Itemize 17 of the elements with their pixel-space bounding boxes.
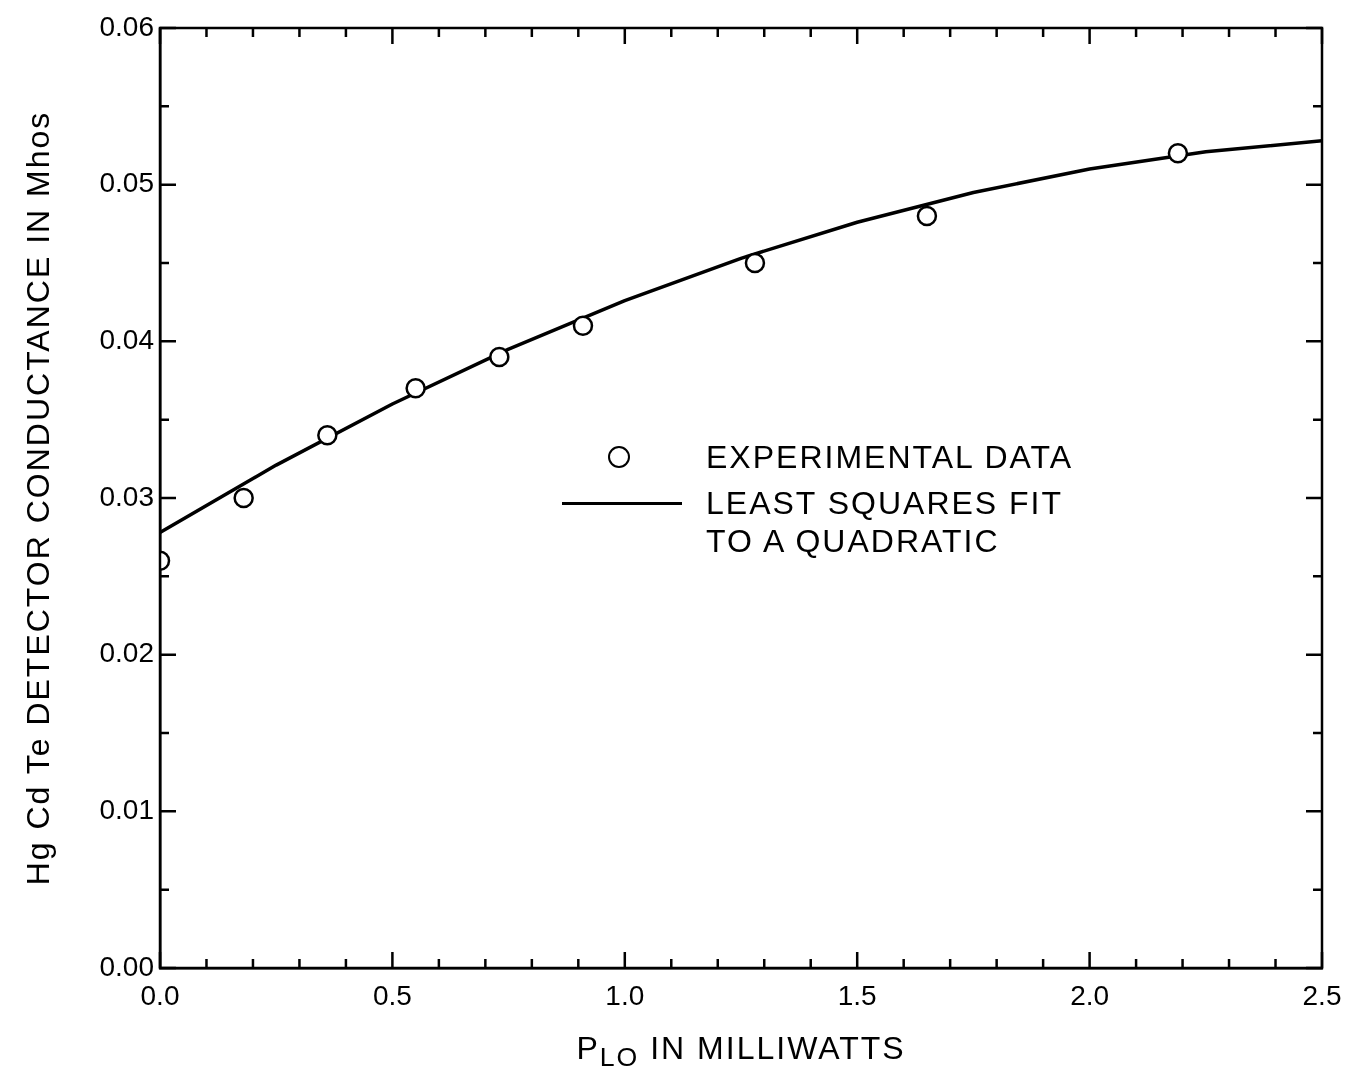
x-tick-label: 0.0 (140, 979, 180, 1011)
y-tick-label: 0.03 (99, 480, 154, 512)
y-axis-title: Hg Cd Te DETECTOR CONDUCTANCE IN Mhos (19, 109, 57, 888)
y-tick-label: 0.04 (99, 324, 154, 356)
y-tick-label: 0.02 (99, 637, 154, 669)
x-axis-title: P$_{LO}$ IN MILLIWATTS (575, 1030, 907, 1074)
x-tick-label: 2.0 (1070, 979, 1110, 1011)
x-tick-label: 1.5 (837, 979, 877, 1011)
legend-label: EXPERIMENTAL DATA (706, 438, 1075, 476)
y-tick-label: 0.05 (99, 167, 154, 199)
x-tick-label: 0.5 (372, 979, 412, 1011)
y-tick-label: 0.01 (99, 794, 154, 826)
y-tick-label: 0.00 (99, 950, 154, 982)
x-tick-label: 1.0 (605, 979, 645, 1011)
y-tick-label: 0.06 (99, 10, 154, 42)
legend-label: LEAST SQUARES FIT TO A QUADRATIC (706, 484, 1064, 560)
x-tick-label: 2.5 (1302, 979, 1342, 1011)
